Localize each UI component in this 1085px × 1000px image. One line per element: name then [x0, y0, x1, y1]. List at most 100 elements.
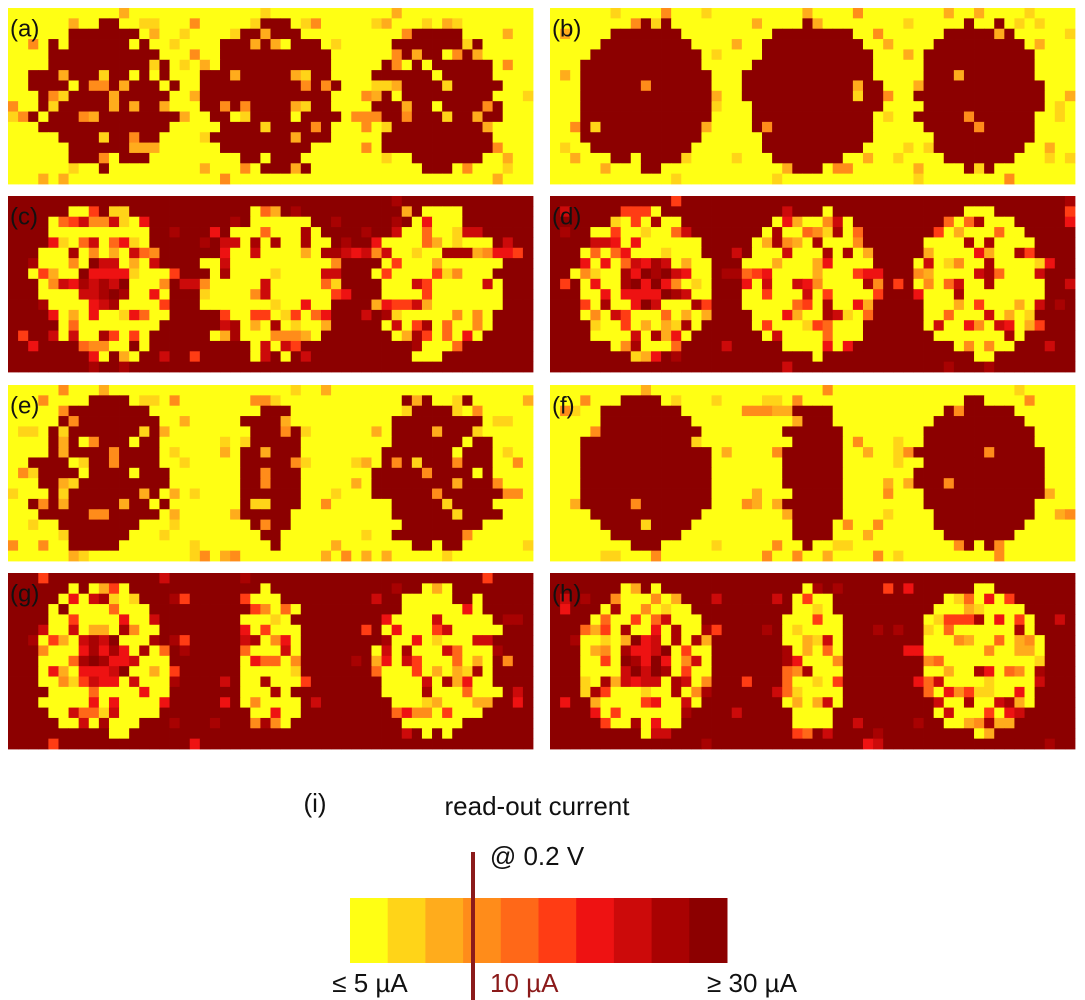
pixel: [108, 299, 120, 311]
pixel: [220, 467, 231, 479]
pixel: [331, 320, 342, 331]
pixel: [139, 330, 150, 342]
pixel: [701, 405, 712, 417]
pixel: [48, 121, 59, 133]
pixel: [741, 237, 753, 249]
pixel: [560, 278, 571, 290]
pixel: [630, 237, 642, 249]
pixel: [68, 426, 80, 438]
pixel: [782, 28, 793, 40]
pixel: [300, 101, 312, 112]
pixel: [38, 416, 49, 427]
pixel: [149, 405, 160, 417]
pixel: [812, 351, 823, 363]
pixel: [933, 163, 945, 175]
pixel: [560, 268, 571, 280]
pixel: [452, 227, 463, 238]
pixel: [953, 216, 965, 228]
pixel: [522, 330, 534, 342]
pixel: [209, 39, 221, 50]
pixel: [331, 309, 342, 321]
pixel: [361, 18, 372, 30]
pixel: [580, 385, 591, 396]
pixel: [432, 320, 443, 331]
pixel: [8, 320, 19, 331]
pixel: [772, 111, 783, 123]
pixel: [862, 163, 874, 175]
pixel: [711, 152, 723, 164]
pixel: [179, 206, 191, 218]
pixel: [492, 385, 504, 396]
pixel: [923, 8, 935, 19]
pixel: [411, 457, 423, 469]
pixel: [220, 426, 231, 438]
pixel: [661, 467, 672, 479]
pixel: [482, 467, 494, 479]
pixel: [28, 196, 39, 207]
pixel: [270, 550, 281, 562]
pixel: [502, 519, 514, 531]
pixel: [421, 278, 433, 290]
pixel: [341, 28, 352, 40]
pixel: [421, 163, 433, 175]
pixel: [963, 152, 975, 164]
pixel: [462, 18, 473, 30]
pixel: [58, 258, 69, 269]
pixel: [411, 28, 423, 40]
pixel: [782, 416, 793, 427]
pixel: [600, 320, 611, 331]
pixel: [452, 361, 463, 373]
pixel: [1004, 299, 1015, 311]
pixel: [1054, 436, 1066, 448]
pixel: [862, 206, 874, 218]
pixel: [974, 152, 985, 164]
pixel: [452, 268, 463, 280]
pixel: [984, 488, 995, 500]
pixel: [300, 509, 312, 520]
pixel: [772, 447, 783, 458]
pixel: [802, 59, 813, 71]
pixel: [68, 351, 80, 363]
pixel: [711, 299, 723, 311]
pixel: [913, 8, 924, 19]
pixel: [984, 351, 995, 363]
pixel: [209, 385, 221, 396]
pixel: [610, 385, 622, 396]
pixel: [963, 39, 975, 50]
pixel: [149, 111, 160, 123]
pixel: [691, 268, 702, 280]
pixel: [1024, 278, 1036, 290]
pixel: [512, 216, 524, 228]
pixel: [570, 111, 581, 123]
pixel: [18, 258, 29, 269]
pixel: [492, 416, 504, 427]
pixel: [751, 196, 763, 207]
pixel: [129, 498, 140, 510]
pixel: [401, 121, 413, 133]
pixel: [812, 278, 823, 290]
pixel: [351, 509, 362, 520]
pixel: [129, 80, 140, 92]
pixel: [38, 467, 49, 479]
pixel: [782, 340, 793, 352]
pixel: [862, 59, 874, 71]
pixel: [570, 299, 581, 311]
pixel: [310, 416, 322, 427]
pixel: [1034, 330, 1046, 342]
pixel: [88, 70, 100, 81]
pixel: [371, 49, 382, 61]
pixel: [933, 132, 945, 143]
pixel: [650, 467, 662, 479]
pixel: [300, 478, 312, 489]
pixel: [1044, 351, 1056, 363]
pixel: [590, 152, 601, 164]
pixel: [220, 152, 231, 164]
pixel: [401, 216, 413, 228]
pixel: [862, 28, 874, 40]
pixel: [873, 8, 884, 19]
pixel: [502, 8, 514, 19]
pixel: [310, 121, 322, 133]
pixel: [159, 550, 170, 562]
pixel: [782, 101, 793, 112]
pixel: [620, 8, 632, 19]
